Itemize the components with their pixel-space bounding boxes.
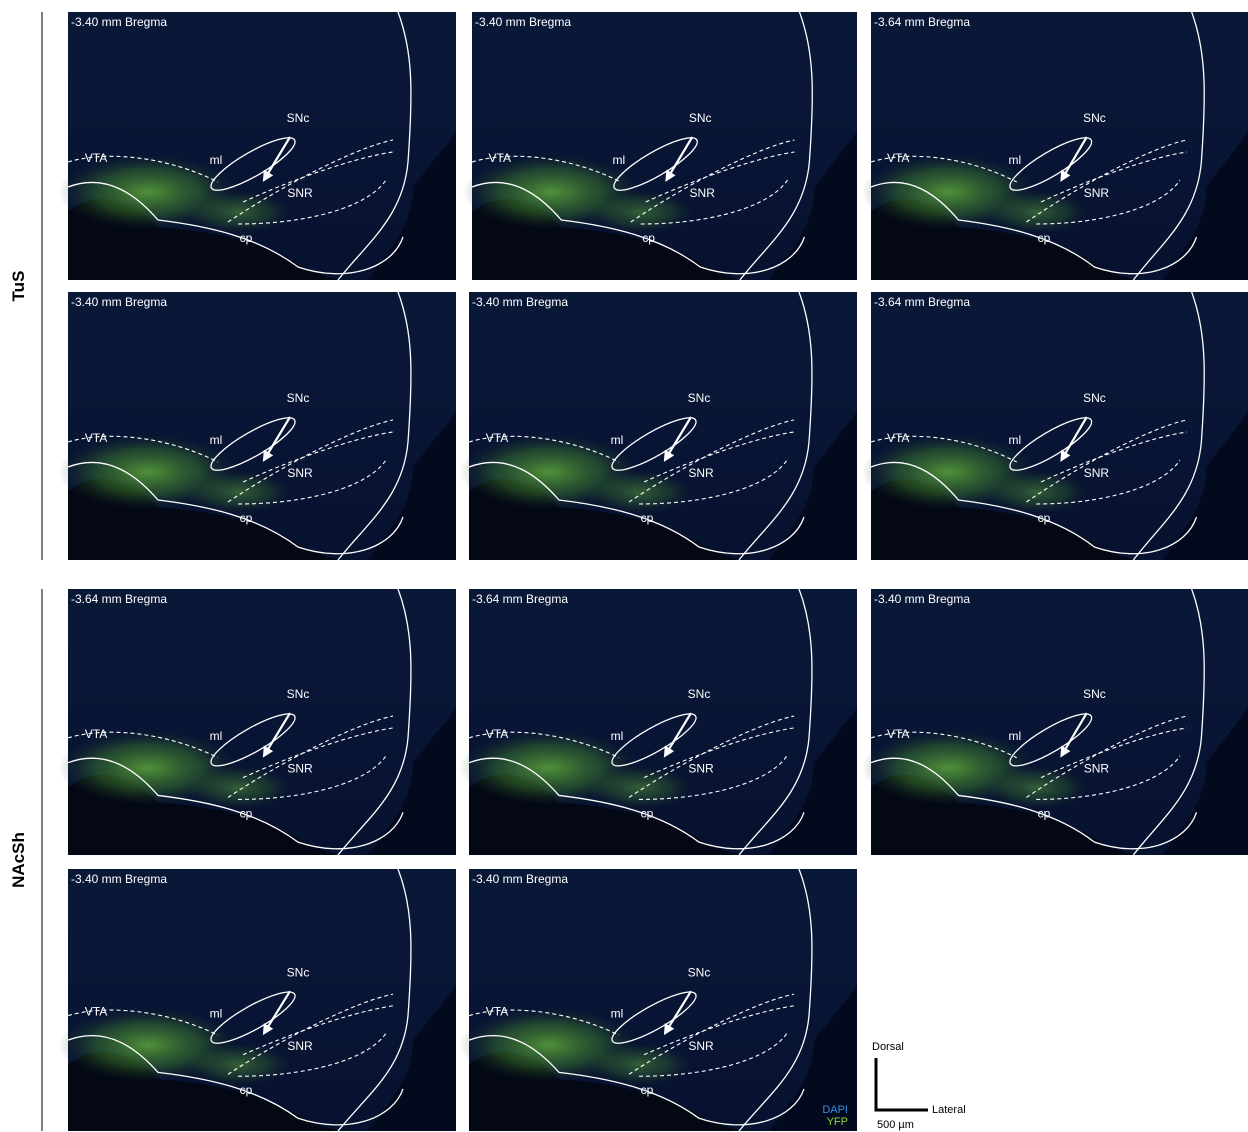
- region-label: VTA: [887, 727, 909, 741]
- bregma-label: -3.40 mm Bregma: [71, 872, 167, 886]
- region-label: ml: [613, 153, 626, 167]
- region-label: VTA: [887, 151, 909, 165]
- micrograph-panel: -3.40 mm Bregma VTA ml SNc SNR cp: [58, 292, 456, 560]
- yfp-signal: [584, 766, 694, 810]
- region-label: VTA: [85, 1005, 107, 1019]
- region-label: SNc: [1083, 687, 1106, 701]
- channel-label: DAPI: [822, 1104, 848, 1116]
- bregma-label: -3.64 mm Bregma: [874, 295, 970, 309]
- region-label: cp: [641, 806, 654, 820]
- region-label: ml: [611, 433, 624, 447]
- micrograph-panel: -3.40 mm Bregma VTA ml SNc SNR cp: [861, 589, 1248, 855]
- region-label: VTA: [85, 151, 107, 165]
- region-label: VTA: [489, 151, 511, 165]
- scale-label: 500 µm: [877, 1119, 914, 1131]
- region-label: VTA: [486, 727, 508, 741]
- region-label: SNR: [287, 466, 313, 480]
- yfp-signal: [584, 470, 694, 514]
- bregma-label: -3.40 mm Bregma: [472, 295, 568, 309]
- region-label: SNR: [287, 186, 313, 200]
- region-label: SNc: [287, 687, 310, 701]
- group-label: NAcSh: [9, 832, 28, 888]
- region-label: SNR: [1084, 762, 1110, 776]
- region-label: SNR: [287, 1039, 313, 1053]
- bregma-label: -3.40 mm Bregma: [475, 15, 571, 29]
- region-label: SNR: [1084, 186, 1110, 200]
- region-label: SNc: [287, 111, 310, 125]
- region-label: SNc: [287, 966, 310, 980]
- region-label: cp: [642, 231, 655, 245]
- region-label: cp: [641, 1083, 654, 1097]
- region-label: VTA: [486, 1005, 508, 1019]
- region-label: cp: [240, 1083, 253, 1097]
- region-label: ml: [611, 1007, 624, 1021]
- region-label: ml: [210, 729, 223, 743]
- page: {"groups": [ {"label": "TuS", "panels": …: [0, 0, 1248, 1132]
- region-label: SNR: [688, 762, 714, 776]
- micrograph-panel: -3.64 mm Bregma VTA ml SNc SNR cp: [58, 589, 456, 855]
- region-label: SNc: [688, 687, 711, 701]
- region-label: SNR: [287, 762, 313, 776]
- region-label: cp: [1038, 806, 1051, 820]
- region-label: SNc: [689, 111, 712, 125]
- dorsal-label: Dorsal: [872, 1041, 904, 1053]
- micrograph-panel: -3.64 mm Bregma VTA ml SNc SNR cp: [861, 12, 1248, 280]
- micrograph-panel: -3.40 mm Bregma VTA ml SNc SNR cp: [459, 869, 857, 1131]
- micrograph-panel: -3.40 mm Bregma VTA ml SNc SNR cp: [462, 12, 857, 280]
- region-label: cp: [641, 511, 654, 525]
- region-label: cp: [240, 511, 253, 525]
- region-label: cp: [240, 806, 253, 820]
- bregma-label: -3.40 mm Bregma: [71, 295, 167, 309]
- yfp-signal: [983, 470, 1090, 514]
- group-label: TuS: [9, 271, 28, 302]
- micrograph-panel: -3.64 mm Bregma VTA ml SNc SNR cp: [861, 292, 1248, 560]
- region-label: ml: [210, 433, 223, 447]
- yfp-signal: [183, 766, 293, 810]
- bregma-label: -3.64 mm Bregma: [472, 592, 568, 606]
- yfp-signal: [983, 190, 1090, 234]
- bregma-label: -3.64 mm Bregma: [71, 592, 167, 606]
- channel-label: YFP: [827, 1116, 848, 1128]
- region-label: VTA: [85, 727, 107, 741]
- region-label: SNc: [1083, 111, 1106, 125]
- region-label: ml: [210, 153, 223, 167]
- yfp-signal: [983, 766, 1090, 810]
- region-label: SNc: [1083, 391, 1106, 405]
- bregma-label: -3.40 mm Bregma: [472, 872, 568, 886]
- region-label: cp: [1038, 511, 1051, 525]
- figure: TuS-3.40 mm BregmaVTAmlSNcSNRcp-3.40 mm …: [0, 0, 1248, 1132]
- micrograph-panel: -3.40 mm Bregma VTA ml SNc SNR cp: [58, 12, 456, 280]
- region-label: ml: [1008, 153, 1021, 167]
- region-label: VTA: [887, 431, 909, 445]
- yfp-signal: [584, 1043, 694, 1086]
- micrograph-panel: -3.40 mm Bregma VTA ml SNc SNR cp: [58, 869, 456, 1131]
- region-label: SNR: [688, 1039, 714, 1053]
- region-label: SNc: [688, 966, 711, 980]
- lateral-label: Lateral: [932, 1104, 966, 1116]
- orientation-axes: [876, 1058, 928, 1110]
- region-label: SNR: [1084, 466, 1110, 480]
- bregma-label: -3.40 mm Bregma: [71, 15, 167, 29]
- region-label: ml: [1008, 729, 1021, 743]
- region-label: cp: [240, 231, 253, 245]
- region-label: cp: [1038, 231, 1051, 245]
- region-label: SNc: [287, 391, 310, 405]
- bregma-label: -3.40 mm Bregma: [874, 592, 970, 606]
- micrograph-panel: -3.40 mm Bregma VTA ml SNc SNR cp: [459, 292, 857, 560]
- region-label: VTA: [85, 431, 107, 445]
- yfp-signal: [586, 190, 695, 234]
- region-label: ml: [1008, 433, 1021, 447]
- region-label: ml: [210, 1007, 223, 1021]
- region-label: SNR: [690, 186, 716, 200]
- region-label: SNc: [688, 391, 711, 405]
- yfp-signal: [183, 1043, 293, 1086]
- yfp-signal: [183, 190, 293, 234]
- region-label: SNR: [688, 466, 714, 480]
- yfp-signal: [183, 470, 293, 514]
- micrograph-panel: -3.64 mm Bregma VTA ml SNc SNR cp: [459, 589, 857, 855]
- region-label: VTA: [486, 431, 508, 445]
- region-label: ml: [611, 729, 624, 743]
- bregma-label: -3.64 mm Bregma: [874, 15, 970, 29]
